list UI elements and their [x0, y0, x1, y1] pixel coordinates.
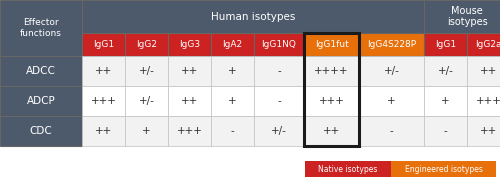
- Text: IgG2: IgG2: [136, 40, 157, 49]
- Text: ++++: ++++: [314, 66, 349, 76]
- Text: Native isotypes: Native isotypes: [318, 165, 378, 173]
- Text: IgA2: IgA2: [222, 40, 242, 49]
- Bar: [424, 56, 467, 86]
- Text: ++: ++: [480, 126, 497, 136]
- Bar: [424, 116, 467, 146]
- Text: IgG1: IgG1: [435, 40, 456, 49]
- Text: +/-: +/-: [384, 66, 400, 76]
- Bar: [254, 56, 304, 86]
- Bar: [82, 33, 125, 56]
- Text: ADCC: ADCC: [26, 66, 56, 76]
- Bar: [125, 86, 168, 116]
- Text: ++: ++: [480, 66, 497, 76]
- Bar: [254, 33, 304, 56]
- Text: +: +: [441, 96, 450, 106]
- Text: +: +: [387, 96, 396, 106]
- Bar: [211, 116, 254, 146]
- Text: IgG1fut: IgG1fut: [314, 40, 348, 49]
- Text: -: -: [277, 96, 281, 106]
- Bar: [82, 0, 424, 33]
- Bar: [467, 33, 500, 56]
- Text: +++: +++: [90, 96, 117, 106]
- Bar: [82, 86, 125, 116]
- Text: IgG1: IgG1: [93, 40, 114, 49]
- Bar: [359, 56, 424, 86]
- Bar: [168, 56, 211, 86]
- Bar: [304, 33, 359, 146]
- Text: ++: ++: [181, 96, 198, 106]
- Text: Mouse
isotypes: Mouse isotypes: [446, 6, 488, 27]
- Text: ++: ++: [181, 66, 198, 76]
- Bar: [304, 116, 359, 146]
- Text: CDC: CDC: [30, 126, 52, 136]
- Bar: [424, 33, 467, 56]
- Bar: [424, 86, 467, 116]
- Text: +++: +++: [318, 96, 344, 106]
- Bar: [211, 33, 254, 56]
- Bar: [0, 86, 82, 116]
- Text: -: -: [230, 126, 234, 136]
- Text: ++: ++: [323, 126, 340, 136]
- Bar: [168, 86, 211, 116]
- Text: +/-: +/-: [271, 126, 287, 136]
- Text: Engineered isotypes: Engineered isotypes: [404, 165, 482, 173]
- Text: +: +: [142, 126, 151, 136]
- Bar: [211, 56, 254, 86]
- Bar: [0, 116, 82, 146]
- Text: Human isotypes: Human isotypes: [211, 11, 295, 21]
- Bar: [125, 116, 168, 146]
- Text: +/-: +/-: [438, 66, 454, 76]
- Bar: [391, 161, 496, 177]
- Text: ADCP: ADCP: [26, 96, 56, 106]
- Text: +: +: [228, 96, 237, 106]
- Bar: [211, 86, 254, 116]
- Text: ++: ++: [95, 66, 112, 76]
- Text: IgG4S228P: IgG4S228P: [367, 40, 416, 49]
- Text: -: -: [390, 126, 394, 136]
- Text: IgG2a: IgG2a: [475, 40, 500, 49]
- Bar: [359, 86, 424, 116]
- Text: +: +: [228, 66, 237, 76]
- Bar: [0, 56, 82, 86]
- Bar: [304, 56, 359, 86]
- Text: +++: +++: [476, 96, 500, 106]
- Bar: [125, 33, 168, 56]
- Bar: [304, 86, 359, 116]
- Bar: [125, 56, 168, 86]
- Bar: [0, 0, 82, 56]
- Bar: [305, 161, 391, 177]
- Text: +/-: +/-: [138, 96, 154, 106]
- Bar: [359, 116, 424, 146]
- Text: IgG1NQ: IgG1NQ: [262, 40, 296, 49]
- Bar: [359, 33, 424, 56]
- Bar: [82, 56, 125, 86]
- Bar: [467, 116, 500, 146]
- Bar: [168, 116, 211, 146]
- Bar: [254, 86, 304, 116]
- Bar: [467, 56, 500, 86]
- Text: ++: ++: [95, 126, 112, 136]
- Text: -: -: [277, 66, 281, 76]
- Text: IgG3: IgG3: [179, 40, 200, 49]
- Bar: [82, 116, 125, 146]
- Text: +++: +++: [176, 126, 203, 136]
- Bar: [424, 0, 500, 33]
- Bar: [304, 33, 359, 56]
- Bar: [168, 33, 211, 56]
- Bar: [467, 86, 500, 116]
- Text: -: -: [444, 126, 448, 136]
- Text: Effector
functions: Effector functions: [20, 18, 62, 38]
- Bar: [254, 116, 304, 146]
- Text: +/-: +/-: [138, 66, 154, 76]
